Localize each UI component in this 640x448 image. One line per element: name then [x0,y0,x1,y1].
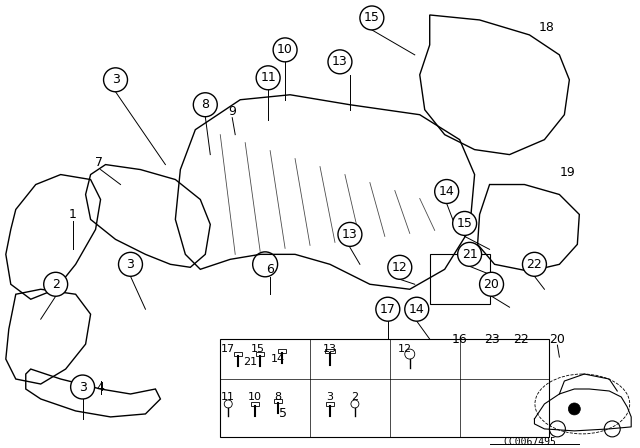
Circle shape [522,252,547,276]
Circle shape [193,93,217,116]
Text: 13: 13 [323,344,337,354]
Text: 16: 16 [452,332,467,345]
Text: 8: 8 [275,392,282,402]
Text: 21: 21 [243,357,257,367]
Circle shape [273,38,297,62]
Bar [251,402,259,406]
Text: 4: 4 [97,380,104,393]
Circle shape [44,272,68,296]
Text: 6: 6 [266,263,274,276]
Text: 12: 12 [392,261,408,274]
Text: 18: 18 [538,22,554,34]
Text: 11: 11 [221,392,236,402]
Text: 13: 13 [342,228,358,241]
Circle shape [568,403,580,415]
Text: 7: 7 [95,156,102,169]
Circle shape [458,242,481,266]
Text: 15: 15 [251,344,265,354]
Text: 5: 5 [279,407,287,420]
Circle shape [360,6,384,30]
Bar [278,349,286,353]
Text: 2: 2 [52,278,60,291]
Circle shape [435,180,459,203]
Text: 2: 2 [351,392,358,402]
Text: 22: 22 [527,258,542,271]
Circle shape [104,68,127,92]
Circle shape [388,255,412,279]
Circle shape [118,252,143,276]
Text: 9: 9 [228,105,236,118]
Circle shape [70,375,95,399]
Circle shape [404,297,429,321]
Text: 17: 17 [380,303,396,316]
Text: 20: 20 [484,278,499,291]
Text: 3: 3 [79,380,86,393]
Circle shape [256,66,280,90]
Text: 1: 1 [68,208,77,221]
Bar [326,402,334,406]
Text: CC0067495: CC0067495 [503,437,556,447]
Bar [220,339,549,437]
Text: 12: 12 [397,344,412,354]
Circle shape [376,297,400,321]
Text: 8: 8 [202,98,209,111]
Text: 22: 22 [514,332,529,345]
Bar [234,352,242,356]
Text: 10: 10 [248,392,262,402]
Circle shape [328,50,352,74]
Circle shape [452,211,477,235]
Text: 3: 3 [111,73,120,86]
Text: 14: 14 [409,303,424,316]
Bar [429,254,490,304]
Circle shape [338,222,362,246]
Bar [325,349,335,353]
Text: 13: 13 [332,56,348,69]
Bar [256,352,264,356]
Text: 3: 3 [326,392,333,402]
Text: 14: 14 [439,185,454,198]
Bar [274,399,282,403]
Text: 14: 14 [271,354,285,364]
Text: 10: 10 [277,43,293,56]
Text: 11: 11 [260,71,276,84]
Text: 15: 15 [457,217,472,230]
Text: 23: 23 [484,332,499,345]
Text: 20: 20 [550,332,565,345]
Circle shape [479,272,504,296]
Text: 21: 21 [461,248,477,261]
Text: 17: 17 [221,344,236,354]
Text: 15: 15 [364,12,380,25]
Text: 3: 3 [127,258,134,271]
Bar [272,374,280,429]
Text: 19: 19 [559,166,575,179]
